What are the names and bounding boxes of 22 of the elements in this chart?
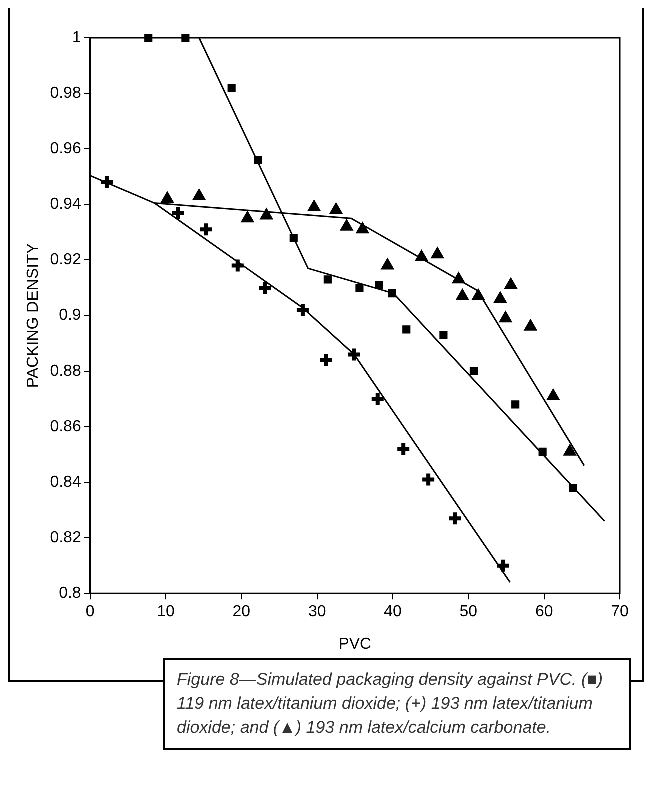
y-tick-label: 1: [72, 29, 82, 46]
x-tick-label: 50: [460, 604, 478, 621]
x-tick-label: 20: [232, 604, 251, 621]
y-tick-label: 0.98: [50, 84, 82, 102]
y-tick-label: 0.84: [50, 474, 82, 491]
y-tick-label: 0.86: [50, 418, 82, 436]
caption: Figure 8—Simulated packaging density against PVC. (■) 119 nm latex/titanium dioxide; (+) 193 nm latex/titanium dioxide; and (▲) 193 nm latex/calcium carbonate.: [177, 669, 604, 739]
x-tick-label: 10: [157, 604, 176, 621]
x-tick-label: 0: [86, 604, 95, 621]
y-tick-label: 0.88: [50, 362, 82, 380]
x-tick-label: 70: [611, 604, 629, 621]
x-tick-label: 60: [535, 604, 554, 621]
x-tick-label: 40: [384, 604, 402, 621]
x-tick-label: 30: [308, 604, 326, 621]
y-tick-label: 0.8: [59, 585, 82, 602]
y-tick-label: 0.94: [50, 196, 82, 214]
y-tick-label: 0.92: [50, 252, 82, 269]
y-tick-label: 0.82: [50, 529, 82, 546]
y-tick-label: 0.96: [50, 140, 82, 158]
x-axis-title: PVC: [338, 636, 372, 653]
y-tick-label: 0.9: [59, 307, 82, 324]
y-axis-title: PACKING DENSITY: [25, 243, 42, 388]
